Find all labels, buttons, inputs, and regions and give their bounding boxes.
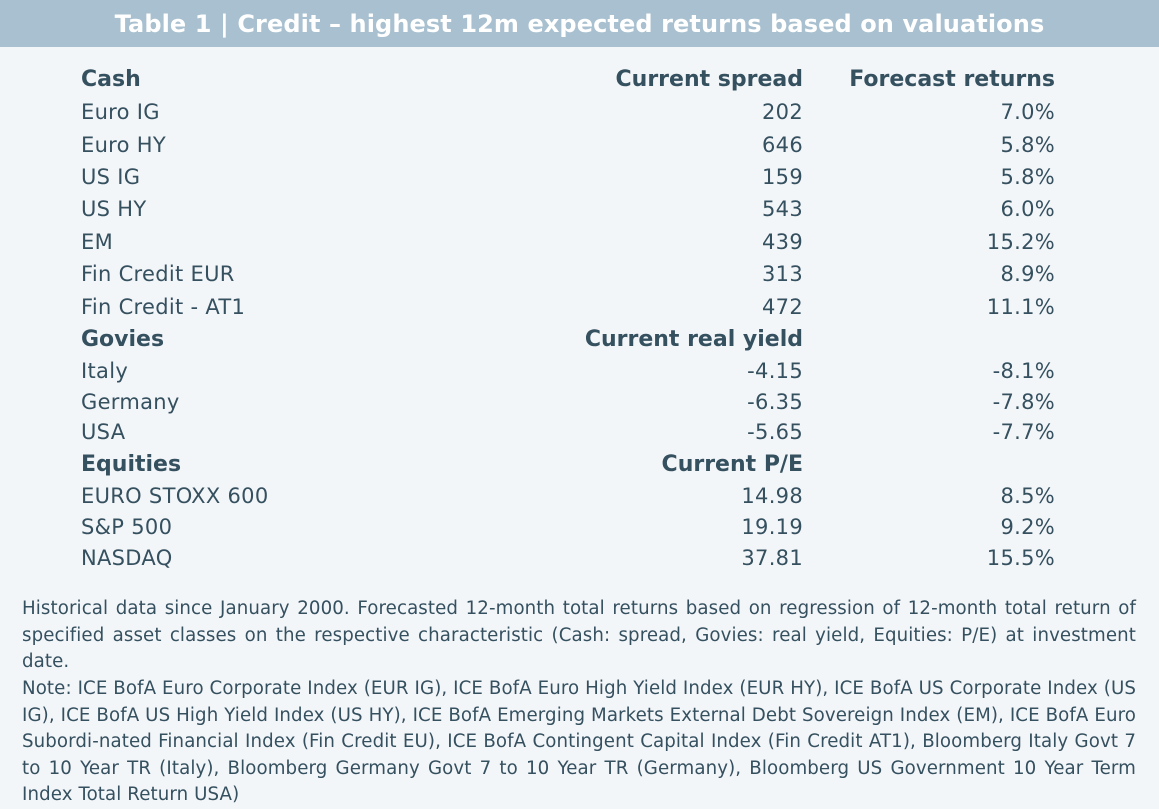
table-row: Euro IG 202 7.0% bbox=[73, 96, 1063, 128]
row-label: EM bbox=[81, 229, 113, 254]
row-metric: -5.65 bbox=[747, 420, 803, 445]
section-header-equities: Equities Current P/E bbox=[73, 448, 1063, 481]
row-return: 5.8% bbox=[1000, 132, 1055, 157]
row-label: Fin Credit - AT1 bbox=[81, 294, 246, 319]
row-label: US IG bbox=[81, 164, 141, 189]
table-row: NASDAQ 37.81 15.5% bbox=[73, 542, 1063, 573]
row-metric: 646 bbox=[762, 132, 803, 157]
table-row: Germany -6.35 -7.8% bbox=[73, 386, 1063, 417]
row-label: Italy bbox=[81, 359, 129, 384]
row-return: 8.5% bbox=[1000, 484, 1055, 509]
row-label: Germany bbox=[81, 389, 180, 414]
row-metric: 159 bbox=[762, 164, 803, 189]
metric-column-header: Current P/E bbox=[661, 451, 803, 477]
index-sources-note: Note: ICE BofA Euro Corporate Index (EUR… bbox=[22, 678, 1136, 805]
row-label: S&P 500 bbox=[81, 514, 173, 539]
table-row: US IG 159 5.8% bbox=[73, 161, 1063, 193]
row-metric: 543 bbox=[762, 197, 803, 222]
row-metric: 472 bbox=[762, 294, 803, 319]
section-header-cash: Cash Current spread Forecast returns bbox=[73, 63, 1063, 96]
row-return: 8.9% bbox=[1000, 262, 1055, 287]
table-row: US HY 543 6.0% bbox=[73, 193, 1063, 225]
row-label: NASDAQ bbox=[81, 545, 173, 570]
table-row: Fin Credit EUR 313 8.9% bbox=[73, 258, 1063, 290]
row-metric: 37.81 bbox=[741, 545, 803, 570]
metric-column-header: Current spread bbox=[615, 67, 803, 92]
returns-column-header bbox=[811, 448, 1063, 481]
table-row: USA -5.65 -7.7% bbox=[73, 417, 1063, 448]
row-return: 9.2% bbox=[1000, 514, 1055, 539]
row-return: 11.1% bbox=[986, 294, 1055, 319]
row-return: 15.5% bbox=[986, 545, 1055, 570]
row-return: 5.8% bbox=[1000, 164, 1055, 189]
table-row: Fin Credit - AT1 472 11.1% bbox=[73, 290, 1063, 322]
row-return: 6.0% bbox=[1000, 197, 1055, 222]
row-label: US HY bbox=[81, 197, 147, 222]
row-metric: 313 bbox=[762, 262, 803, 287]
row-label: USA bbox=[81, 420, 126, 445]
row-label: EURO STOXX 600 bbox=[81, 484, 269, 509]
returns-table: Cash Current spread Forecast returns Eur… bbox=[73, 63, 1063, 573]
metric-column-header: Current real yield bbox=[584, 326, 803, 352]
row-metric: 19.19 bbox=[741, 514, 803, 539]
table-row: Euro HY 646 5.8% bbox=[73, 128, 1063, 160]
table-row: EURO STOXX 600 14.98 8.5% bbox=[73, 481, 1063, 512]
row-return: -8.1% bbox=[992, 359, 1055, 384]
section-name: Govies bbox=[81, 326, 165, 352]
section-name: Equities bbox=[81, 451, 182, 477]
row-return: -7.7% bbox=[992, 420, 1055, 445]
row-label: Euro HY bbox=[81, 132, 166, 157]
returns-column-header: Forecast returns bbox=[849, 67, 1055, 92]
table-row: S&P 500 19.19 9.2% bbox=[73, 511, 1063, 542]
table-row: EM 439 15.2% bbox=[73, 226, 1063, 258]
section-name: Cash bbox=[81, 67, 141, 92]
row-return: 7.0% bbox=[1000, 100, 1055, 125]
row-label: Fin Credit EUR bbox=[81, 262, 235, 287]
row-return: 15.2% bbox=[986, 229, 1055, 254]
table-title: Table 1 | Credit – highest 12m expected … bbox=[0, 0, 1159, 47]
row-metric: 202 bbox=[762, 100, 803, 125]
returns-column-header bbox=[811, 323, 1063, 356]
row-return: -7.8% bbox=[992, 389, 1055, 414]
methodology-footnote: Historical data since January 2000. Fore… bbox=[22, 598, 1136, 672]
section-header-govies: Govies Current real yield bbox=[73, 323, 1063, 356]
row-metric: -6.35 bbox=[747, 389, 803, 414]
table-row: Italy -4.15 -8.1% bbox=[73, 356, 1063, 387]
row-metric: 14.98 bbox=[741, 484, 803, 509]
row-metric: -4.15 bbox=[747, 359, 803, 384]
row-label: Euro IG bbox=[81, 100, 160, 125]
row-metric: 439 bbox=[762, 229, 803, 254]
